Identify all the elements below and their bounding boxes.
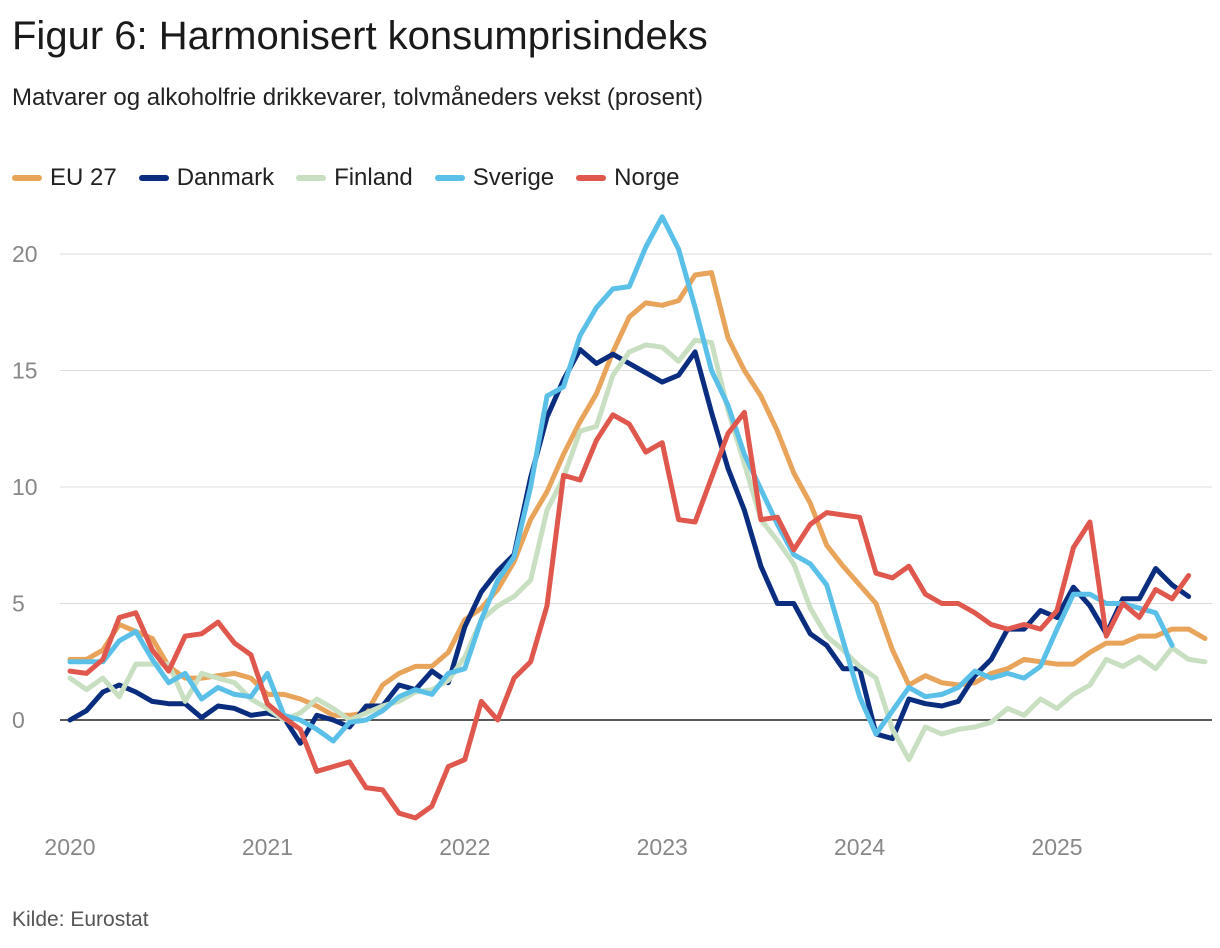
x-tick-label: 2025	[1031, 834, 1082, 860]
series-lines	[67, 214, 1208, 821]
legend-swatch-sverige	[434, 175, 465, 181]
series-line-danmark	[67, 347, 1192, 746]
legend-swatch-danmark	[138, 175, 169, 181]
series-line-sverige	[67, 214, 1175, 744]
legend-item-sverige: Sverige	[434, 164, 555, 192]
chart-subtitle: Matvarer og alkoholfrie drikkevarer, tol…	[12, 84, 703, 111]
x-tick-label: 2023	[637, 834, 688, 860]
x-tick-label: 2024	[834, 834, 885, 860]
y-tick-label: 15	[12, 358, 38, 384]
legend-swatch-finland	[296, 175, 327, 181]
y-tick-label: 10	[12, 474, 38, 500]
legend-item-finland: Finland	[296, 164, 413, 192]
x-tick-label: 2020	[44, 834, 95, 860]
x-tick-label: 2022	[439, 834, 490, 860]
legend-label-eu27: EU 27	[50, 164, 117, 191]
legend-item-eu27: EU 27	[12, 164, 117, 192]
chart-title: Figur 6: Harmonisert konsumprisindeks	[12, 14, 708, 58]
legend: EU 27 Danmark Finland Sverige Norge	[12, 164, 702, 192]
legend-label-danmark: Danmark	[176, 164, 275, 191]
legend-swatch-eu27	[12, 175, 42, 181]
legend-label-norge: Norge	[614, 164, 680, 191]
y-tick-label: 0	[12, 707, 25, 733]
series-line-finland	[67, 337, 1208, 763]
y-tick-label: 20	[12, 241, 38, 267]
grid	[60, 253, 1212, 721]
series-line-norge	[67, 409, 1192, 821]
legend-label-finland: Finland	[334, 164, 413, 191]
x-tick-label: 2021	[242, 834, 293, 860]
legend-label-sverige: Sverige	[472, 164, 555, 191]
source-note: Kilde: Eurostat	[12, 908, 149, 931]
legend-item-danmark: Danmark	[138, 164, 275, 192]
y-tick-label: 5	[12, 591, 25, 617]
legend-swatch-norge	[576, 175, 607, 181]
legend-item-norge: Norge	[576, 164, 680, 192]
